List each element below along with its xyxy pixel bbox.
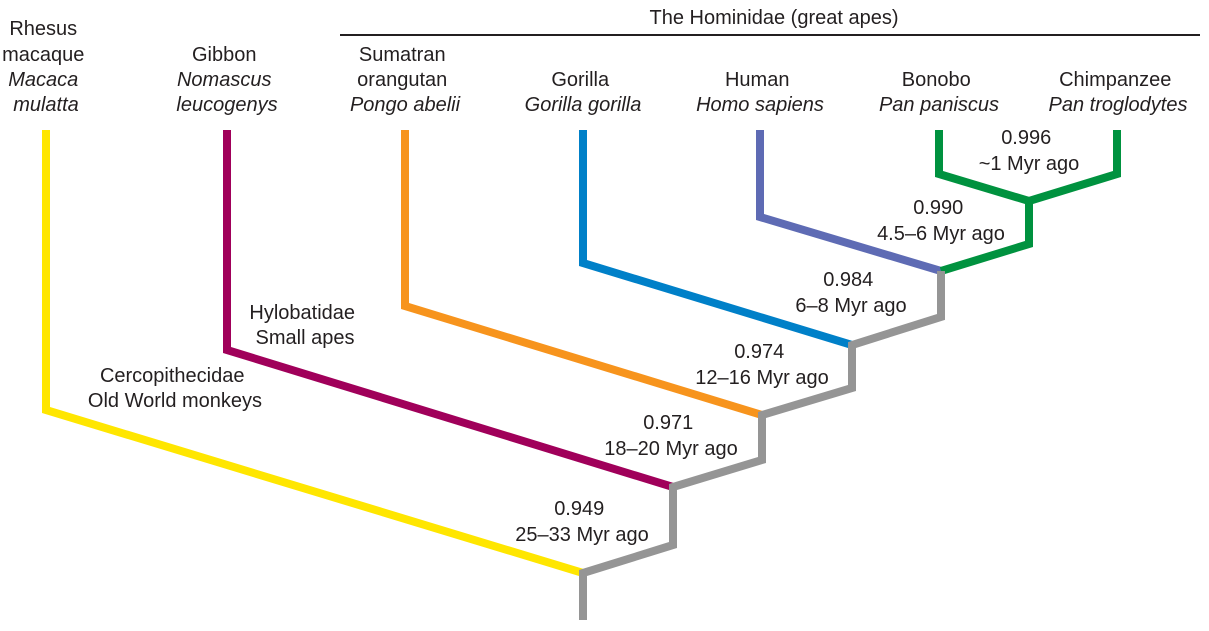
node-0949-divergence: 25–33 Myr ago (515, 524, 648, 546)
species-label-orangutan: Sumatran orangutan Pongo abelii (350, 44, 461, 116)
node-label-0974: 0.974 12–16 Myr ago (695, 341, 828, 389)
macaque-latin-2: mulatta (13, 94, 79, 116)
orangutan-common-1: Sumatran (359, 44, 446, 66)
node-0990-divergence: 4.5–6 Myr ago (877, 223, 1005, 245)
node-0984-divergence: 6–8 Myr ago (795, 295, 906, 317)
node-0971-divergence: 18–20 Myr ago (604, 438, 737, 460)
gorilla-latin: Gorilla gorilla (525, 94, 642, 116)
gorilla-common: Gorilla (551, 69, 610, 91)
branch-chimpanzee (1027, 130, 1121, 205)
group-label-hylobatidae: Hylobatidae Small apes (249, 302, 360, 349)
gibbon-common: Gibbon (192, 44, 257, 66)
node-0971-similarity: 0.971 (643, 412, 693, 434)
species-label-gorilla: Gorilla Gorilla gorilla (525, 69, 642, 116)
bonobo-latin: Pan paniscus (879, 94, 999, 116)
node-label-0984: 0.984 6–8 Myr ago (795, 269, 906, 317)
orangutan-common-2: orangutan (357, 69, 447, 91)
node-0949-similarity: 0.949 (554, 498, 604, 520)
node-label-0971: 0.971 18–20 Myr ago (604, 412, 737, 460)
node-0984-similarity: 0.984 (823, 269, 873, 291)
orangutan-latin: Pongo abelii (350, 94, 461, 116)
node-0996-divergence: ~1 Myr ago (979, 153, 1080, 175)
cercopithecidae-desc: Old World monkeys (88, 390, 262, 412)
macaque-latin-1: Macaca (8, 69, 78, 91)
cercopithecidae-name: Cercopithecidae (100, 365, 245, 387)
branch-orangutan (401, 130, 764, 419)
hylobatidae-name: Hylobatidae (249, 302, 355, 324)
branch-bonobo (935, 130, 1031, 205)
branch-human (756, 130, 943, 275)
node-0996-similarity: 0.996 (1001, 127, 1051, 149)
branch-trunk (579, 271, 945, 620)
branch-macaque (42, 130, 585, 577)
macaque-common-2: macaque (2, 44, 84, 66)
node-0974-similarity: 0.974 (734, 341, 784, 363)
human-common: Human (725, 69, 789, 91)
node-label-0949: 0.949 25–33 Myr ago (515, 498, 648, 546)
node-labels: 0.949 25–33 Myr ago 0.971 18–20 Myr ago … (515, 127, 1079, 546)
human-latin: Homo sapiens (696, 94, 824, 116)
node-label-0996: 0.996 ~1 Myr ago (979, 127, 1080, 175)
node-0990-similarity: 0.990 (913, 197, 963, 219)
group-label-cercopithecidae: Cercopithecidae Old World monkeys (88, 365, 262, 412)
species-label-human: Human Homo sapiens (696, 69, 824, 116)
species-label-chimpanzee: Chimpanzee Pan troglodytes (1049, 69, 1188, 116)
bonobo-common: Bonobo (902, 69, 971, 91)
branch-gibbon (223, 130, 675, 491)
branch-gorilla (579, 130, 854, 349)
species-label-macaque: Rhesus macaque Macaca mulatta (2, 18, 90, 116)
chimpanzee-latin: Pan troglodytes (1049, 94, 1188, 116)
species-label-gibbon: Gibbon Nomascus leucogenys (176, 44, 277, 116)
macaque-common-1: Rhesus (9, 18, 77, 40)
branch-pan-stem (939, 201, 1033, 275)
tree-branches (42, 130, 1121, 620)
chimpanzee-common: Chimpanzee (1059, 69, 1171, 91)
species-labels: Rhesus macaque Macaca mulatta Gibbon Nom… (2, 18, 1187, 116)
gibbon-latin-1: Nomascus (177, 69, 271, 91)
node-0974-divergence: 12–16 Myr ago (695, 367, 828, 389)
species-label-bonobo: Bonobo Pan paniscus (879, 69, 999, 116)
node-label-0990: 0.990 4.5–6 Myr ago (877, 197, 1005, 245)
gibbon-latin-2: leucogenys (176, 94, 277, 116)
hylobatidae-desc: Small apes (256, 327, 355, 349)
hominidae-label: The Hominidae (great apes) (649, 7, 898, 29)
